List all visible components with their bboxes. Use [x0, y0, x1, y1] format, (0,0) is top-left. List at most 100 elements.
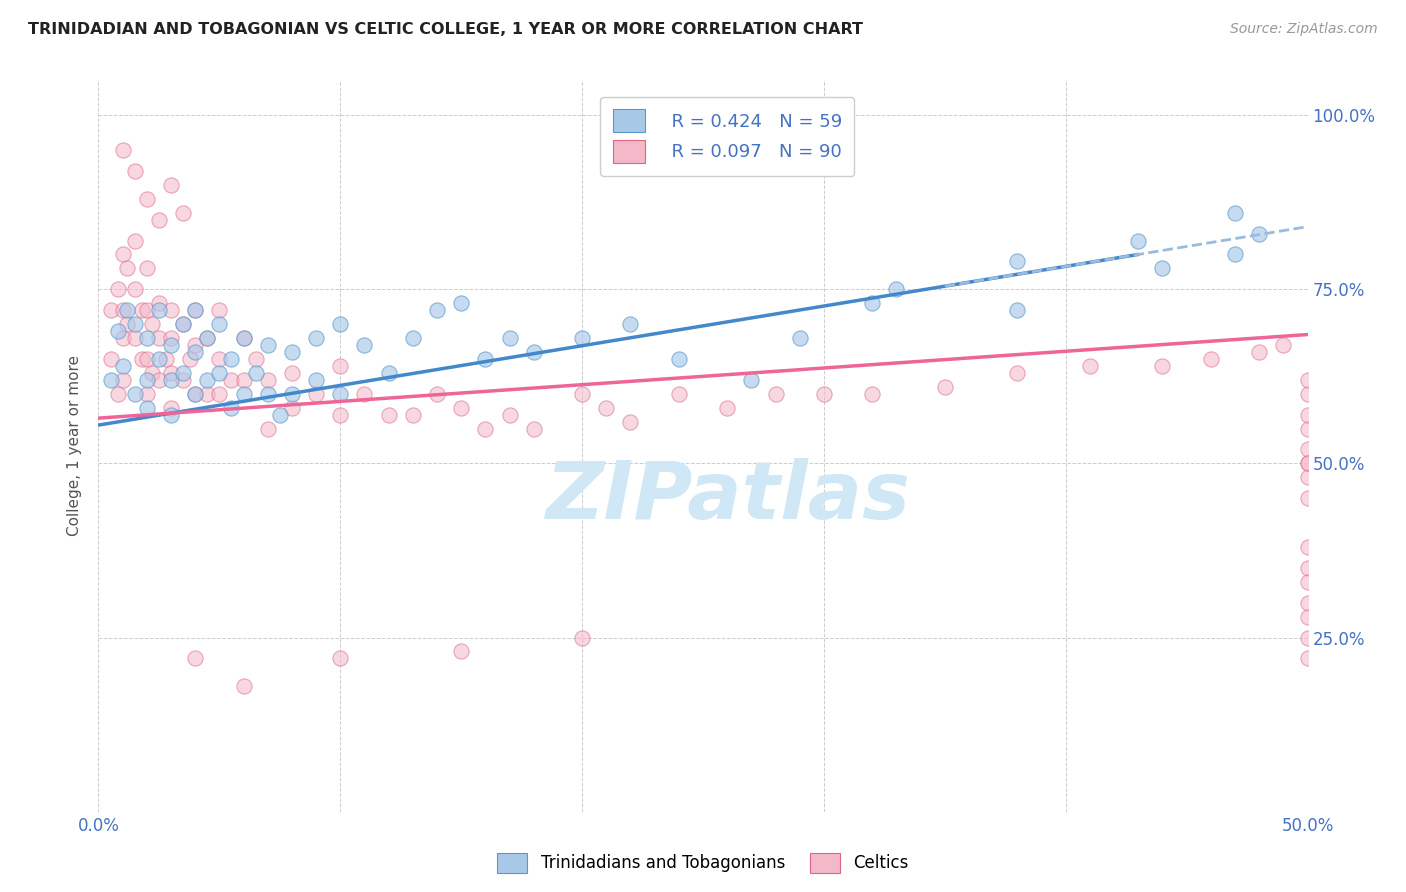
Point: [232, 679, 254, 693]
Point: [107, 324, 129, 338]
Text: Source: ZipAtlas.com: Source: ZipAtlas.com: [1230, 22, 1378, 37]
Point: [160, 338, 183, 352]
Point: [1152, 359, 1174, 373]
Point: [135, 386, 157, 401]
Point: [135, 192, 157, 206]
Point: [135, 351, 157, 366]
Point: [1199, 351, 1222, 366]
Point: [1223, 205, 1246, 219]
Point: [474, 421, 496, 435]
Point: [474, 351, 496, 366]
Point: [232, 331, 254, 345]
Point: [221, 401, 243, 415]
Point: [1296, 442, 1319, 457]
Point: [172, 373, 194, 387]
Point: [111, 373, 134, 387]
Point: [208, 303, 231, 318]
Point: [208, 351, 231, 366]
Point: [1078, 359, 1101, 373]
Point: [402, 408, 425, 422]
Point: [172, 317, 194, 331]
Point: [160, 178, 183, 192]
Point: [160, 303, 183, 318]
Point: [195, 373, 218, 387]
Legend:   R = 0.424   N = 59,   R = 0.097   N = 90: R = 0.424 N = 59, R = 0.097 N = 90: [600, 96, 855, 176]
Point: [1296, 574, 1319, 589]
Point: [1223, 247, 1246, 261]
Point: [329, 651, 352, 665]
Point: [232, 386, 254, 401]
Point: [245, 366, 267, 380]
Point: [221, 373, 243, 387]
Point: [135, 331, 157, 345]
Point: [131, 303, 153, 318]
Point: [571, 331, 593, 345]
Point: [281, 386, 304, 401]
Point: [523, 345, 546, 359]
Point: [208, 317, 231, 331]
Point: [184, 303, 207, 318]
Point: [571, 631, 593, 645]
Point: [256, 386, 278, 401]
Point: [450, 644, 472, 658]
Point: [184, 386, 207, 401]
Point: [281, 366, 304, 380]
Point: [1128, 234, 1150, 248]
Point: [1296, 540, 1319, 554]
Point: [124, 234, 146, 248]
Point: [107, 386, 129, 401]
Point: [184, 345, 207, 359]
Point: [619, 415, 641, 429]
Point: [1296, 408, 1319, 422]
Point: [256, 421, 278, 435]
Point: [184, 651, 207, 665]
Point: [305, 373, 328, 387]
Point: [107, 282, 129, 296]
Point: [124, 282, 146, 296]
Point: [329, 317, 352, 331]
Point: [1296, 561, 1319, 575]
Point: [184, 303, 207, 318]
Y-axis label: College, 1 year or more: College, 1 year or more: [67, 356, 83, 536]
Point: [232, 373, 254, 387]
Point: [111, 359, 134, 373]
Point: [100, 303, 122, 318]
Point: [148, 351, 170, 366]
Point: [595, 401, 617, 415]
Point: [1152, 261, 1174, 276]
Point: [305, 331, 328, 345]
Point: [1296, 457, 1319, 471]
Text: ZIPatlas: ZIPatlas: [544, 458, 910, 536]
Point: [668, 351, 690, 366]
Point: [269, 408, 291, 422]
Point: [160, 366, 183, 380]
Point: [172, 366, 194, 380]
Point: [124, 331, 146, 345]
Point: [184, 338, 207, 352]
Point: [1296, 470, 1319, 484]
Point: [498, 331, 520, 345]
Point: [135, 401, 157, 415]
Point: [1296, 386, 1319, 401]
Point: [740, 373, 762, 387]
Point: [256, 338, 278, 352]
Point: [813, 386, 835, 401]
Point: [148, 373, 170, 387]
Point: [1272, 338, 1295, 352]
Point: [160, 331, 183, 345]
Point: [184, 386, 207, 401]
Point: [179, 351, 201, 366]
Point: [111, 247, 134, 261]
Point: [221, 351, 243, 366]
Point: [1007, 303, 1029, 318]
Point: [135, 261, 157, 276]
Point: [1296, 421, 1319, 435]
Point: [450, 401, 472, 415]
Point: [245, 351, 267, 366]
Point: [1296, 609, 1319, 624]
Point: [100, 373, 122, 387]
Point: [124, 164, 146, 178]
Point: [329, 408, 352, 422]
Point: [765, 386, 787, 401]
Point: [124, 386, 146, 401]
